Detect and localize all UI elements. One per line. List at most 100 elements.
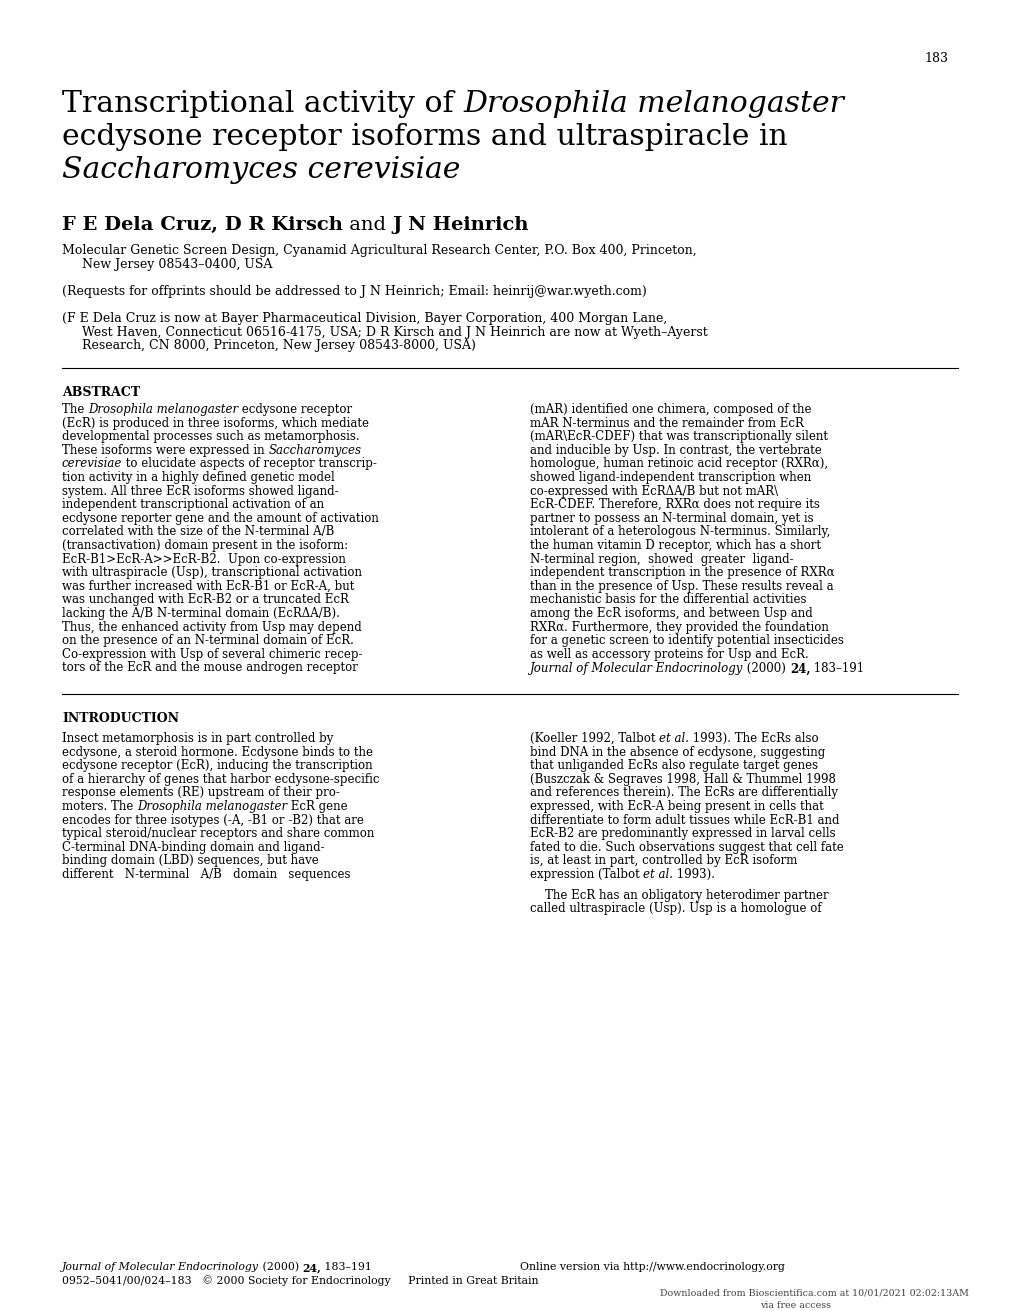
Text: 183–191: 183–191: [810, 662, 864, 675]
Text: Molecular Genetic Screen Design, Cyanamid Agricultural Research Center, P.O. Box: Molecular Genetic Screen Design, Cyanami…: [62, 244, 696, 257]
Text: and references therein). The EcRs are differentially: and references therein). The EcRs are di…: [530, 787, 838, 800]
Text: moters. The: moters. The: [62, 800, 137, 813]
Text: 0952–5041/00/024–183   © 2000 Society for Endocrinology     Printed in Great Bri: 0952–5041/00/024–183 © 2000 Society for …: [62, 1276, 538, 1286]
Text: expression (Talbot: expression (Talbot: [530, 868, 643, 881]
Text: Co-expression with Usp of several chimeric recep-: Co-expression with Usp of several chimer…: [62, 648, 362, 661]
Text: differentiate to form adult tissues while EcR-B1 and: differentiate to form adult tissues whil…: [530, 814, 839, 827]
Text: bind DNA in the absence of ecdysone, suggesting: bind DNA in the absence of ecdysone, sug…: [530, 746, 824, 759]
Text: is, at least in part, controlled by EcR isoform: is, at least in part, controlled by EcR …: [530, 855, 797, 868]
Text: of a hierarchy of genes that harbor ecdysone-specific: of a hierarchy of genes that harbor ecdy…: [62, 772, 379, 785]
Text: 1993).: 1993).: [673, 868, 714, 881]
Text: et al.: et al.: [658, 732, 689, 745]
Text: 24,: 24,: [790, 662, 810, 675]
Text: independent transcriptional activation of an: independent transcriptional activation o…: [62, 498, 324, 511]
Text: INTRODUCTION: INTRODUCTION: [62, 712, 178, 725]
Text: Journal of Molecular Endocrinology: Journal of Molecular Endocrinology: [62, 1262, 259, 1272]
Text: and inducible by Usp. In contrast, the vertebrate: and inducible by Usp. In contrast, the v…: [530, 444, 821, 456]
Text: expressed, with EcR-A being present in cells that: expressed, with EcR-A being present in c…: [530, 800, 823, 813]
Text: different   N-terminal   A/B   domain   sequences: different N-terminal A/B domain sequence…: [62, 868, 351, 881]
Text: (F E Dela Cruz is now at Bayer Pharmaceutical Division, Bayer Corporation, 400 M: (F E Dela Cruz is now at Bayer Pharmaceu…: [62, 312, 666, 325]
Text: EcR-B2 are predominantly expressed in larval cells: EcR-B2 are predominantly expressed in la…: [530, 827, 835, 840]
Text: to elucidate aspects of receptor transcrip-: to elucidate aspects of receptor transcr…: [122, 458, 377, 471]
Text: Thus, the enhanced activity from Usp may depend: Thus, the enhanced activity from Usp may…: [62, 620, 362, 633]
Text: The: The: [62, 402, 88, 416]
Text: partner to possess an N-terminal domain, yet is: partner to possess an N-terminal domain,…: [530, 511, 813, 524]
Text: EcR gene: EcR gene: [287, 800, 347, 813]
Text: Saccharomyces: Saccharomyces: [268, 444, 361, 456]
Text: co-expressed with EcRΔA/B but not mAR\: co-expressed with EcRΔA/B but not mAR\: [530, 485, 777, 498]
Text: Online version via http://www.endocrinology.org: Online version via http://www.endocrinol…: [520, 1262, 784, 1272]
Text: as well as accessory proteins for Usp and EcR.: as well as accessory proteins for Usp an…: [530, 648, 808, 661]
Text: independent transcription in the presence of RXRα: independent transcription in the presenc…: [530, 566, 834, 579]
Text: among the EcR isoforms, and between Usp and: among the EcR isoforms, and between Usp …: [530, 607, 812, 620]
Text: binding domain (LBD) sequences, but have: binding domain (LBD) sequences, but have: [62, 855, 319, 868]
Text: (Koeller 1992, Talbot: (Koeller 1992, Talbot: [530, 732, 658, 745]
Text: called ultraspiracle (Usp). Usp is a homologue of: called ultraspiracle (Usp). Usp is a hom…: [530, 902, 821, 915]
Text: response elements (RE) upstream of their pro-: response elements (RE) upstream of their…: [62, 787, 339, 800]
Text: cerevisiae: cerevisiae: [62, 458, 122, 471]
Text: 183: 183: [923, 52, 947, 66]
Text: homologue, human retinoic acid receptor (RXRα),: homologue, human retinoic acid receptor …: [530, 458, 827, 471]
Text: (2000): (2000): [743, 662, 790, 675]
Text: C-terminal DNA-binding domain and ligand-: C-terminal DNA-binding domain and ligand…: [62, 840, 324, 853]
Text: intolerant of a heterologous N-terminus. Similarly,: intolerant of a heterologous N-terminus.…: [530, 526, 829, 539]
Text: and: and: [342, 216, 391, 233]
Text: EcR-CDEF. Therefore, RXRα does not require its: EcR-CDEF. Therefore, RXRα does not requi…: [530, 498, 819, 511]
Text: was further increased with EcR-B1 or EcR-A, but: was further increased with EcR-B1 or EcR…: [62, 579, 354, 593]
Text: 1993). The EcRs also: 1993). The EcRs also: [689, 732, 818, 745]
Text: (Buszczak & Segraves 1998, Hall & Thummel 1998: (Buszczak & Segraves 1998, Hall & Thumme…: [530, 772, 835, 785]
Text: Drosophila melanogaster: Drosophila melanogaster: [88, 402, 238, 416]
Text: with ultraspiracle (Usp), transcriptional activation: with ultraspiracle (Usp), transcriptiona…: [62, 566, 362, 579]
Text: mechanistic basis for the differential activities: mechanistic basis for the differential a…: [530, 594, 806, 607]
Text: than in the presence of Usp. These results reveal a: than in the presence of Usp. These resul…: [530, 579, 833, 593]
Text: was unchanged with EcR-B2 or a truncated EcR: was unchanged with EcR-B2 or a truncated…: [62, 594, 348, 607]
Text: N-terminal region,  showed  greater  ligand-: N-terminal region, showed greater ligand…: [530, 553, 793, 565]
Text: Saccharomyces cerevisiae: Saccharomyces cerevisiae: [62, 156, 460, 184]
Text: ecdysone reporter gene and the amount of activation: ecdysone reporter gene and the amount of…: [62, 511, 378, 524]
Text: typical steroid/nuclear receptors and share common: typical steroid/nuclear receptors and sh…: [62, 827, 374, 840]
Text: ecdysone, a steroid hormone. Ecdysone binds to the: ecdysone, a steroid hormone. Ecdysone bi…: [62, 746, 373, 759]
Text: ecdysone receptor isoforms and ultraspiracle in: ecdysone receptor isoforms and ultraspir…: [62, 123, 787, 151]
Text: Research, CN 8000, Princeton, New Jersey 08543-8000, USA): Research, CN 8000, Princeton, New Jersey…: [82, 340, 476, 353]
Text: ecdysone receptor (EcR), inducing the transcription: ecdysone receptor (EcR), inducing the tr…: [62, 759, 372, 772]
Text: developmental processes such as metamorphosis.: developmental processes such as metamorp…: [62, 430, 360, 443]
Text: (transactivation) domain present in the isoform:: (transactivation) domain present in the …: [62, 539, 347, 552]
Text: (Requests for offprints should be addressed to J N Heinrich; Email: heinrij@war.: (Requests for offprints should be addres…: [62, 284, 646, 298]
Text: et al.: et al.: [643, 868, 673, 881]
Text: that unliganded EcRs also regulate target genes: that unliganded EcRs also regulate targe…: [530, 759, 817, 772]
Text: system. All three EcR isoforms showed ligand-: system. All three EcR isoforms showed li…: [62, 485, 338, 498]
Text: tors of the EcR and the mouse androgen receptor: tors of the EcR and the mouse androgen r…: [62, 662, 358, 674]
Text: (mAR\EcR-CDEF) that was transcriptionally silent: (mAR\EcR-CDEF) that was transcriptionall…: [530, 430, 827, 443]
Text: for a genetic screen to identify potential insecticides: for a genetic screen to identify potenti…: [530, 635, 843, 648]
Text: New Jersey 08543–0400, USA: New Jersey 08543–0400, USA: [82, 257, 272, 270]
Text: 24,: 24,: [303, 1262, 321, 1273]
Text: J N Heinrich: J N Heinrich: [391, 216, 528, 233]
Text: tion activity in a highly defined genetic model: tion activity in a highly defined geneti…: [62, 471, 334, 484]
Text: Downloaded from Bioscientifica.com at 10/01/2021 02:02:13AM: Downloaded from Bioscientifica.com at 10…: [659, 1287, 968, 1297]
Text: (EcR) is produced in three isoforms, which mediate: (EcR) is produced in three isoforms, whi…: [62, 417, 369, 430]
Text: 183–191: 183–191: [321, 1262, 372, 1272]
Text: These isoforms were expressed in: These isoforms were expressed in: [62, 444, 268, 456]
Text: Drosophila melanogaster: Drosophila melanogaster: [463, 90, 843, 118]
Text: encodes for three isotypes (-A, -B1 or -B2) that are: encodes for three isotypes (-A, -B1 or -…: [62, 814, 364, 827]
Text: Journal of Molecular Endocrinology: Journal of Molecular Endocrinology: [530, 662, 743, 675]
Text: ABSTRACT: ABSTRACT: [62, 385, 140, 399]
Text: (2000): (2000): [259, 1262, 303, 1272]
Text: the human vitamin D receptor, which has a short: the human vitamin D receptor, which has …: [530, 539, 820, 552]
Text: on the presence of an N-terminal domain of EcR.: on the presence of an N-terminal domain …: [62, 635, 354, 648]
Text: lacking the A/B N-terminal domain (EcRΔA/B).: lacking the A/B N-terminal domain (EcRΔA…: [62, 607, 339, 620]
Text: correlated with the size of the N-terminal A/B: correlated with the size of the N-termin…: [62, 526, 334, 539]
Text: showed ligand-independent transcription when: showed ligand-independent transcription …: [530, 471, 810, 484]
Text: West Haven, Connecticut 06516-4175, USA; D R Kirsch and J N Heinrich are now at : West Haven, Connecticut 06516-4175, USA;…: [82, 325, 707, 338]
Text: Transcriptional activity of: Transcriptional activity of: [62, 90, 463, 118]
Text: F E Dela Cruz, D R Kirsch: F E Dela Cruz, D R Kirsch: [62, 216, 342, 233]
Text: Insect metamorphosis is in part controlled by: Insect metamorphosis is in part controll…: [62, 732, 333, 745]
Text: The EcR has an obligatory heterodimer partner: The EcR has an obligatory heterodimer pa…: [530, 889, 827, 902]
Text: Drosophila melanogaster: Drosophila melanogaster: [137, 800, 287, 813]
Text: RXRα. Furthermore, they provided the foundation: RXRα. Furthermore, they provided the fou…: [530, 620, 828, 633]
Text: fated to die. Such observations suggest that cell fate: fated to die. Such observations suggest …: [530, 840, 843, 853]
Text: (mAR) identified one chimera, composed of the: (mAR) identified one chimera, composed o…: [530, 402, 811, 416]
Text: via free access: via free access: [759, 1301, 830, 1310]
Text: ecdysone receptor: ecdysone receptor: [238, 402, 352, 416]
Text: mAR N-terminus and the remainder from EcR: mAR N-terminus and the remainder from Ec…: [530, 417, 803, 430]
